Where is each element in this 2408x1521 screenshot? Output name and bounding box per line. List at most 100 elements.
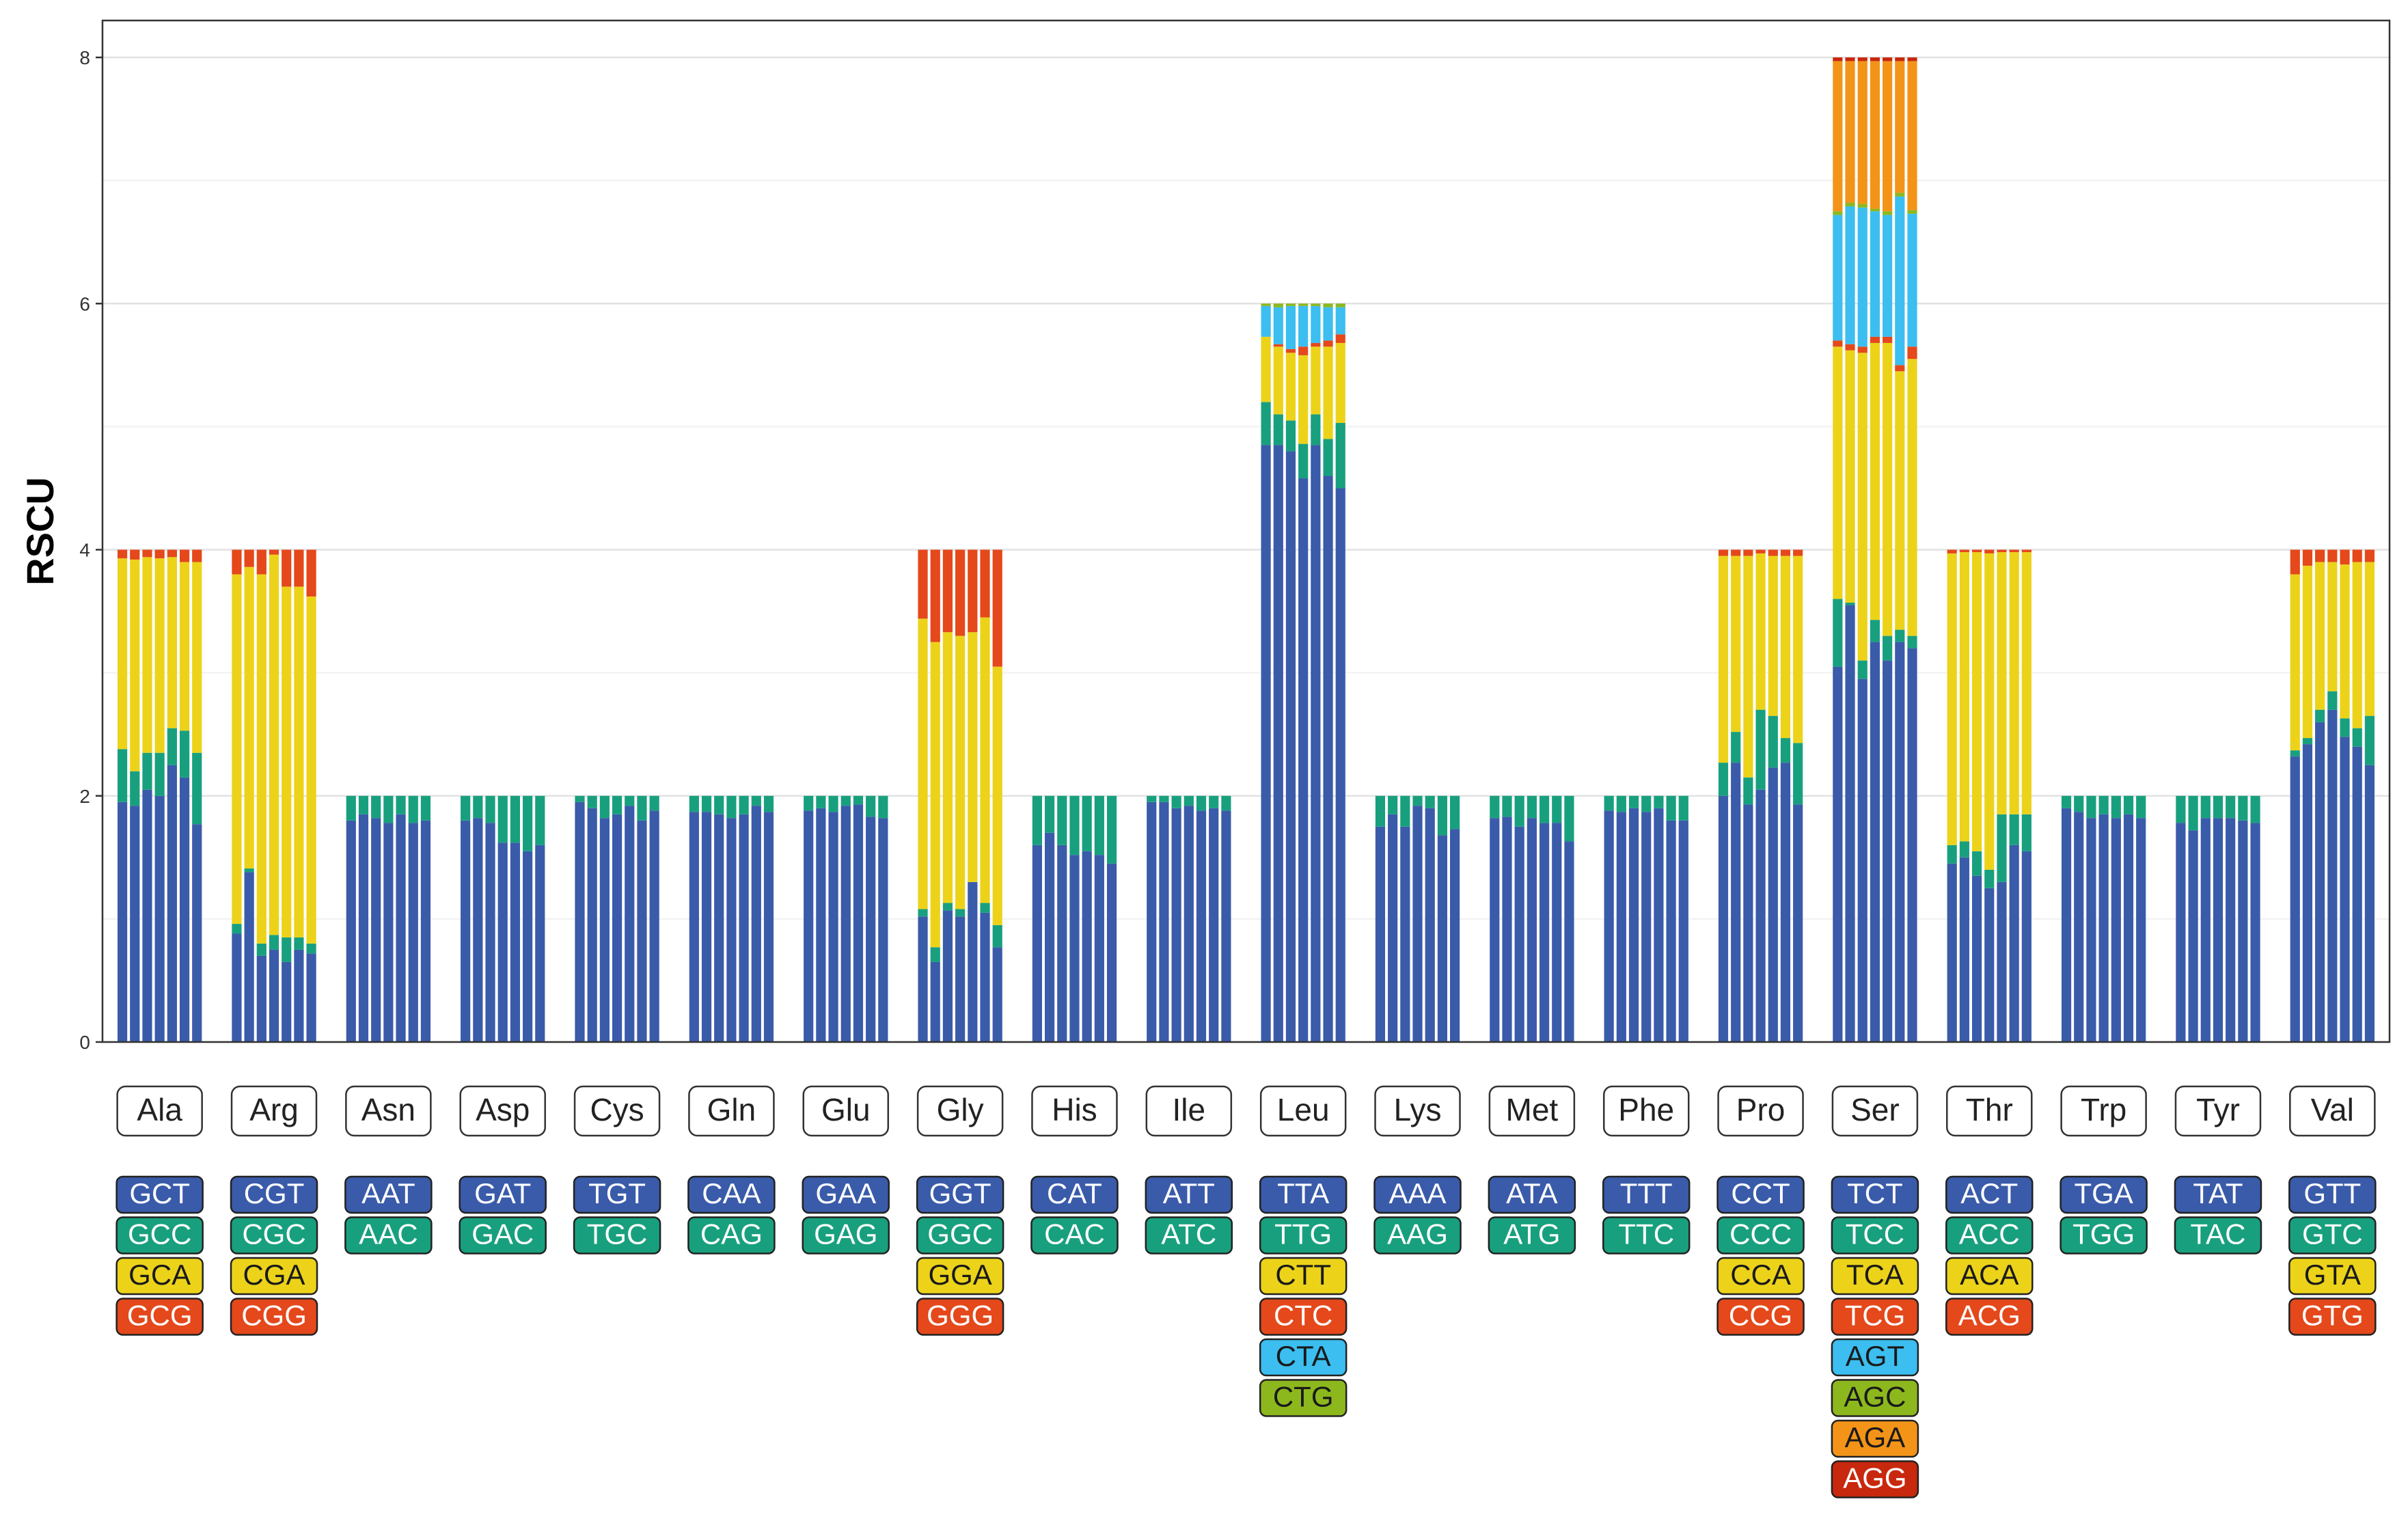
bar-segment-ata — [1539, 823, 1550, 1042]
codon-badge — [1030, 1216, 1119, 1255]
bar-segment-aca — [1959, 552, 1969, 842]
bar-segment-act — [1997, 881, 2007, 1042]
bar-group-gln — [689, 795, 774, 1042]
bar-segment-ttg — [1261, 402, 1271, 446]
codon-badge — [1945, 1216, 2034, 1255]
bar-segment-gca — [167, 557, 177, 728]
bar-segment-cac — [1094, 795, 1104, 855]
bar-segment-cca — [1731, 556, 1741, 732]
aa-label-box — [802, 1085, 890, 1137]
bar-segment-tcg — [1845, 344, 1855, 351]
bar-segment-ctg — [1285, 303, 1296, 306]
codon-badge — [573, 1216, 661, 1255]
bar-segment-gat — [510, 842, 521, 1042]
codon-legend: GCT GCC GCA GCG CGT CGC CGA CGG AAT AAC GAT GAC TGT T… — [115, 1175, 2377, 1498]
bar-segment-ttg — [1323, 439, 1333, 476]
bar-segment-cga — [256, 574, 266, 944]
bar-segment-gtt — [2327, 709, 2338, 1042]
bar-segment-ggt — [942, 910, 953, 1042]
bar-segment-caa — [726, 818, 737, 1042]
codon-label-cca: CCA — [1730, 1259, 1791, 1291]
bar-segment-gag — [816, 795, 826, 808]
bar-segment-aaa — [1437, 835, 1448, 1042]
codon-badge — [1373, 1216, 1462, 1255]
codon-badge — [916, 1216, 1004, 1255]
bar-segment-cag — [689, 795, 699, 812]
bar-segment-agc — [1857, 204, 1867, 208]
bar-segment-ccg — [1718, 549, 1729, 556]
codon-badge — [1831, 1216, 1919, 1255]
codon-label-gac: GAC — [471, 1218, 534, 1250]
bar-segment-tgc — [575, 795, 585, 802]
bar-segment-ttt — [1666, 820, 1676, 1042]
bar-segment-gtt — [2352, 746, 2362, 1042]
aa-label-gly: Gly — [937, 1092, 984, 1127]
codon-badge — [2060, 1216, 2148, 1255]
bar-segment-ttg — [1285, 420, 1296, 452]
bar-segment-cag — [701, 795, 712, 812]
bar-group-ile — [1147, 795, 1231, 1042]
bar-segment-cct — [1755, 789, 1766, 1042]
codon-badge — [2288, 1257, 2377, 1296]
codon-label-tca: TCA — [1846, 1259, 1904, 1291]
bar-segment-ggg — [992, 549, 1002, 667]
bar-segment-tat — [2188, 830, 2198, 1042]
bar-group-ala — [118, 549, 202, 1042]
bar-segment-acc — [1947, 845, 1957, 864]
bar-segment-aga — [1833, 61, 1843, 212]
bar-segment-aat — [358, 814, 369, 1042]
bar-segment-aga — [1907, 61, 1917, 210]
aa-label-box — [1374, 1085, 1461, 1137]
codon-badge — [1145, 1216, 1233, 1255]
bar-segment-gtc — [2290, 750, 2300, 757]
bar-segment-gct — [142, 789, 152, 1042]
bar-segment-cga — [244, 566, 254, 869]
bar-segment-cag — [726, 795, 737, 819]
bar-segment-ctg — [1323, 303, 1333, 307]
aa-label-box — [573, 1085, 661, 1137]
bar-segment-gct — [130, 806, 140, 1042]
bar-segment-cgt — [306, 953, 316, 1042]
bar-segment-cgt — [256, 955, 266, 1042]
codon-badge — [1145, 1175, 1233, 1214]
bar-segment-agg — [1870, 57, 1880, 61]
bar-segment-aac — [346, 795, 356, 821]
grid-lines — [102, 56, 2390, 1043]
aa-label-ala: Ala — [137, 1092, 182, 1127]
aa-label-box — [1602, 1085, 1690, 1137]
bar-segment-aga — [1870, 61, 1880, 209]
bar-segment-tta — [1311, 445, 1321, 1042]
codon-badge — [230, 1175, 318, 1214]
bar-segment-gcg — [118, 549, 128, 559]
bar-segment-ggc — [992, 924, 1002, 948]
bars — [118, 57, 2375, 1042]
aa-label-val: Val — [2311, 1092, 2354, 1127]
bar-segment-cta — [1335, 307, 1345, 335]
bar-segment-act — [2021, 851, 2031, 1042]
bar-segment-agc — [1833, 211, 1843, 215]
bar-segment-caa — [701, 812, 712, 1042]
bar-segment-ggc — [918, 909, 928, 917]
bar-segment-cat — [1032, 845, 1042, 1042]
bar-segment-cca — [1780, 556, 1791, 739]
bar-segment-ttg — [1335, 422, 1345, 489]
codon-label-ggg: GGG — [927, 1300, 994, 1332]
bar-segment-gga — [992, 666, 1002, 925]
bar-segment-gaa — [853, 804, 864, 1042]
bar-segment-cag — [739, 795, 749, 814]
bar-segment-aac — [371, 795, 381, 819]
aa-label-box — [688, 1085, 775, 1137]
bar-segment-gct — [192, 824, 202, 1042]
bar-segment-agg — [1857, 57, 1867, 61]
bar-segment-ggg — [980, 549, 990, 618]
bar-segment-aac — [408, 795, 418, 823]
aa-label-his: His — [1052, 1092, 1097, 1127]
codon-label-gtc: GTC — [2302, 1218, 2363, 1250]
bar-segment-gcc — [179, 730, 190, 778]
bar-segment-aat — [420, 820, 431, 1042]
bar-segment-aca — [1971, 552, 1982, 851]
bar-segment-tta — [1285, 451, 1296, 1042]
codon-badge — [687, 1216, 776, 1255]
bar-segment-gtg — [2340, 549, 2350, 565]
bar-segment-ctt — [1298, 355, 1309, 444]
